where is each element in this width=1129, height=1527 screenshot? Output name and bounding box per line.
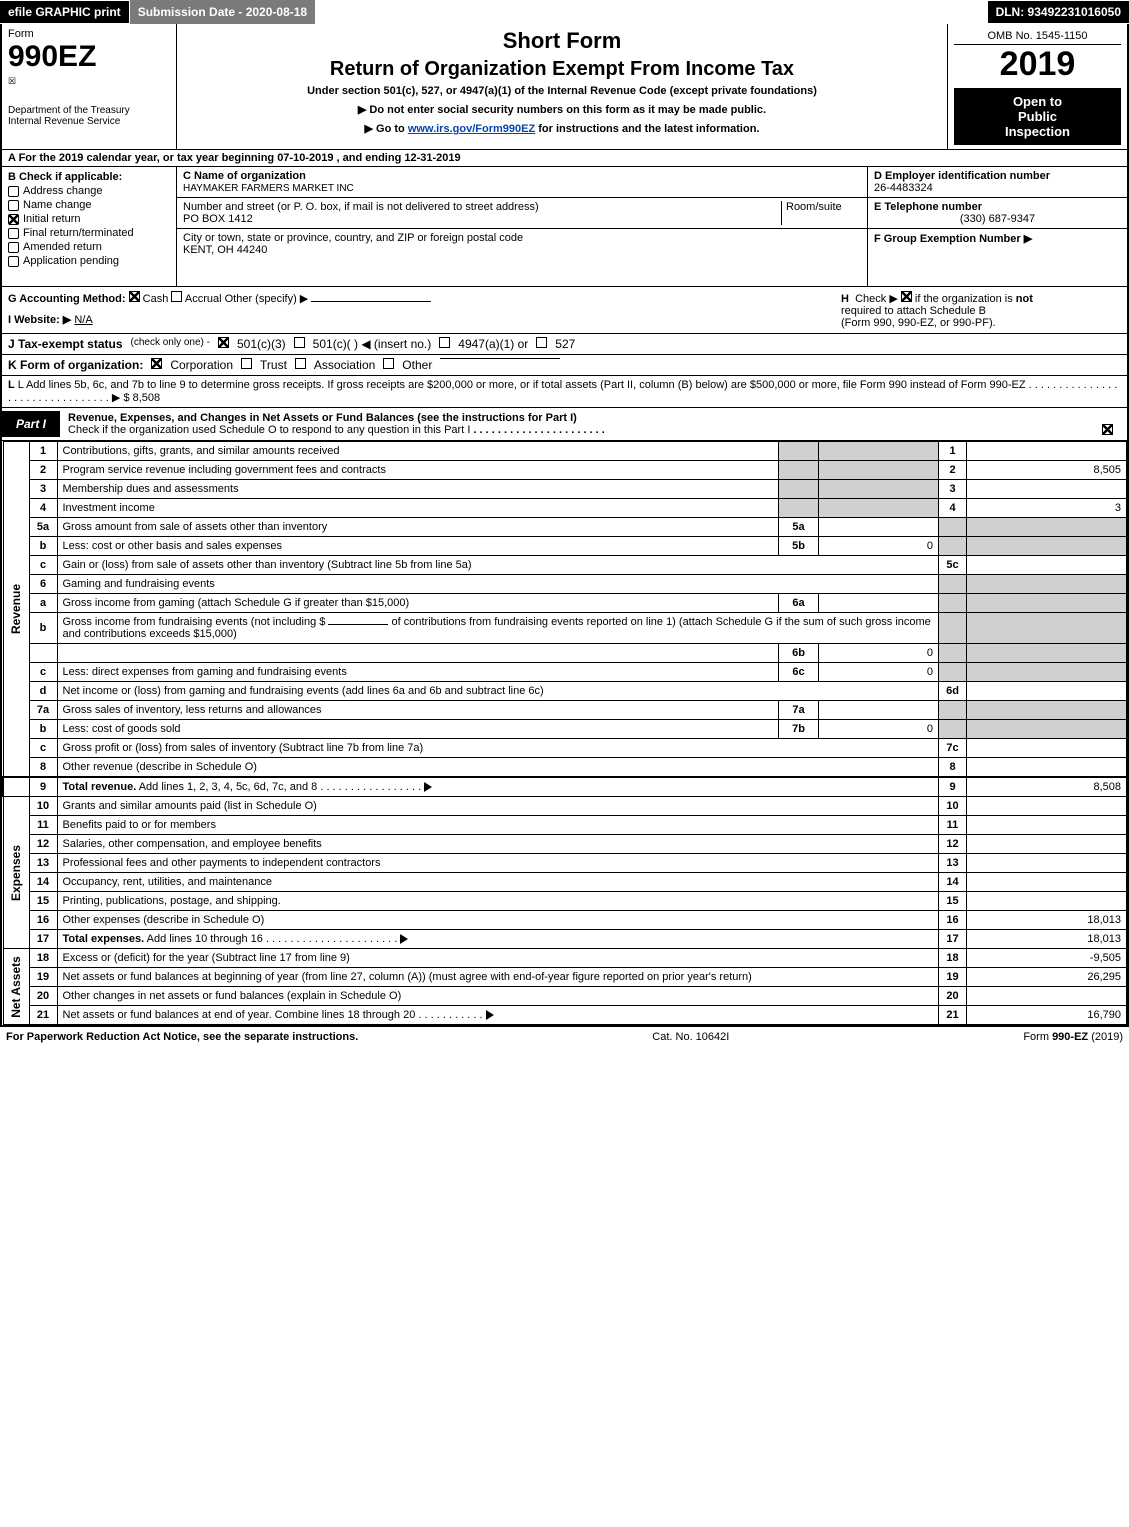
catalog-number: Cat. No. 10642I (652, 1031, 729, 1043)
irs-label: Internal Revenue Service (8, 116, 170, 127)
line-6c-amt: 0 (819, 663, 939, 682)
page-footer: For Paperwork Reduction Act Notice, see … (0, 1027, 1129, 1047)
ssn-warning: ▶ Do not enter social security numbers o… (183, 103, 941, 116)
ein-label: D Employer identification number (874, 170, 1050, 182)
checkbox-cash[interactable] (129, 291, 140, 302)
part-i-title: Revenue, Expenses, and Changes in Net As… (68, 412, 577, 424)
line-5b-amt: 0 (819, 537, 939, 556)
website-value: N/A (74, 314, 92, 326)
goto-note: ▶ Go to www.irs.gov/Form990EZ for instru… (183, 122, 941, 135)
form-number: 990EZ (8, 40, 170, 74)
line-k: K Form of organization: Corporation Trus… (2, 355, 1127, 376)
under-section: Under section 501(c), 527, or 4947(a)(1)… (183, 85, 941, 97)
line-21-amt: 16,790 (967, 1006, 1127, 1025)
group-exemption: F Group Exemption Number ▶ (874, 233, 1032, 245)
line-6b-amt: 0 (819, 644, 939, 663)
checkbox-final-return[interactable] (8, 228, 19, 239)
form-ref: Form 990-EZ (2019) (1023, 1031, 1123, 1043)
city-state-zip: KENT, OH 44240 (183, 244, 267, 256)
website-label: I Website: ▶ (8, 314, 71, 326)
paperwork-notice: For Paperwork Reduction Act Notice, see … (6, 1031, 358, 1043)
dept-treasury: Department of the Treasury (8, 105, 170, 116)
phone-value: (330) 687-9347 (874, 213, 1121, 225)
checkbox-corporation[interactable] (151, 358, 162, 369)
phone-label: E Telephone number (874, 201, 982, 213)
omb-number: OMB No. 1545-1150 (954, 28, 1121, 45)
short-form-title: Short Form (183, 28, 941, 54)
section-a-tax-year: A For the 2019 calendar year, or tax yea… (2, 150, 1127, 167)
gross-receipts: $ 8,508 (123, 392, 160, 404)
main-title: Return of Organization Exempt From Incom… (183, 58, 941, 81)
total-expenses: 18,013 (967, 930, 1127, 949)
line-18-amt: -9,505 (967, 949, 1127, 968)
checkbox-association[interactable] (295, 358, 306, 369)
line-7b-amt: 0 (819, 720, 939, 739)
irs-link[interactable]: www.irs.gov/Form990EZ (408, 123, 535, 135)
box-b: B Check if applicable: Address change Na… (2, 167, 177, 286)
line-4-amt: 3 (967, 499, 1127, 518)
checkbox-initial-return[interactable] (8, 214, 19, 225)
checkbox-4947[interactable] (439, 337, 450, 348)
tax-year: 2019 (954, 45, 1121, 84)
expenses-side-label: Expenses (9, 844, 23, 900)
line-19-amt: 26,295 (967, 968, 1127, 987)
line-l: L L Add lines 5b, 6c, and 7b to line 9 t… (2, 376, 1127, 407)
net-assets-side-label: Net Assets (9, 956, 23, 1018)
form-word: Form (8, 28, 170, 40)
checkbox-accrual[interactable] (171, 291, 182, 302)
line-16-amt: 18,013 (967, 911, 1127, 930)
checkbox-501c[interactable] (294, 337, 305, 348)
efile-print-button[interactable]: efile GRAPHIC print (0, 1, 130, 23)
form-document: Form 990EZ ☒ Department of the Treasury … (0, 24, 1129, 1027)
checkbox-trust[interactable] (241, 358, 252, 369)
ein-value: 26-4483324 (874, 182, 933, 194)
open-public-inspection: Open to Public Inspection (954, 88, 1121, 145)
checkbox-name-change[interactable] (8, 200, 19, 211)
arrow-icon (424, 782, 432, 792)
line-1-amt (967, 442, 1127, 461)
accounting-method-label: G Accounting Method: (8, 293, 126, 305)
submission-date: Submission Date - 2020-08-18 (130, 0, 315, 24)
checkbox-501c3[interactable] (218, 337, 229, 348)
part-i-label: Part I (2, 411, 60, 437)
arrow-icon (486, 1010, 494, 1020)
header: Form 990EZ ☒ Department of the Treasury … (2, 24, 1127, 150)
lines-table: Revenue 1 Contributions, gifts, grants, … (2, 441, 1127, 1025)
checkbox-address-change[interactable] (8, 186, 19, 197)
checkbox-other-org[interactable] (383, 358, 394, 369)
box-c: C Name of organization HAYMAKER FARMERS … (177, 167, 867, 286)
org-name: HAYMAKER FARMERS MARKET INC (183, 183, 354, 194)
line-2-amt: 8,505 (967, 461, 1127, 480)
checkbox-application-pending[interactable] (8, 256, 19, 267)
line-j: J Tax-exempt status (check only one) - 5… (2, 334, 1127, 355)
arrow-icon (400, 934, 408, 944)
checkbox-schedule-o-used[interactable] (1102, 424, 1113, 435)
total-revenue: 8,508 (967, 777, 1127, 797)
street-address: PO BOX 1412 (183, 213, 253, 225)
checkbox-527[interactable] (536, 337, 547, 348)
revenue-side-label: Revenue (9, 584, 23, 634)
dln: DLN: 93492231016050 (988, 1, 1129, 23)
checkbox-amended[interactable] (8, 242, 19, 253)
checkbox-schedule-b-not-required[interactable] (901, 291, 912, 302)
top-bar: efile GRAPHIC print Submission Date - 20… (0, 0, 1129, 24)
